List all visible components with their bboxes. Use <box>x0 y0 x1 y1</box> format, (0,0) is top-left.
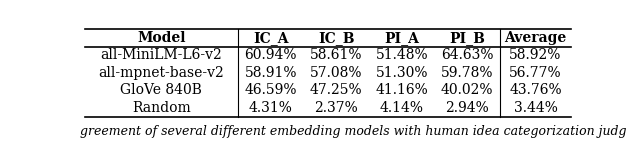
Text: Model: Model <box>137 31 186 45</box>
Text: 4.14%: 4.14% <box>380 101 424 115</box>
Text: greement of several different embedding models with human idea categorization ju: greement of several different embedding … <box>80 125 627 138</box>
Text: 64.63%: 64.63% <box>441 48 493 62</box>
Text: 59.78%: 59.78% <box>441 66 493 80</box>
Text: 41.16%: 41.16% <box>375 83 428 97</box>
Text: 3.44%: 3.44% <box>514 101 557 115</box>
Text: 58.91%: 58.91% <box>244 66 297 80</box>
Text: 58.61%: 58.61% <box>310 48 362 62</box>
Text: GloVe 840B: GloVe 840B <box>120 83 202 97</box>
Text: Random: Random <box>132 101 191 115</box>
Text: all-MiniLM-L6-v2: all-MiniLM-L6-v2 <box>100 48 222 62</box>
Text: 58.92%: 58.92% <box>509 48 562 62</box>
Text: all-mpnet-base-v2: all-mpnet-base-v2 <box>99 66 224 80</box>
Text: PI_B: PI_B <box>449 31 485 45</box>
Text: 4.31%: 4.31% <box>249 101 292 115</box>
Text: PI_A: PI_A <box>384 31 419 45</box>
Text: 56.77%: 56.77% <box>509 66 562 80</box>
Text: 57.08%: 57.08% <box>310 66 362 80</box>
Text: 40.02%: 40.02% <box>441 83 493 97</box>
Text: IC_B: IC_B <box>318 31 355 45</box>
Text: 51.48%: 51.48% <box>376 48 428 62</box>
Text: Average: Average <box>504 31 566 45</box>
Text: 46.59%: 46.59% <box>244 83 297 97</box>
Text: 43.76%: 43.76% <box>509 83 562 97</box>
Text: 51.30%: 51.30% <box>376 66 428 80</box>
Text: 60.94%: 60.94% <box>244 48 297 62</box>
Text: 2.94%: 2.94% <box>445 101 489 115</box>
Text: 2.37%: 2.37% <box>314 101 358 115</box>
Text: IC_A: IC_A <box>253 31 289 45</box>
Text: 47.25%: 47.25% <box>310 83 362 97</box>
